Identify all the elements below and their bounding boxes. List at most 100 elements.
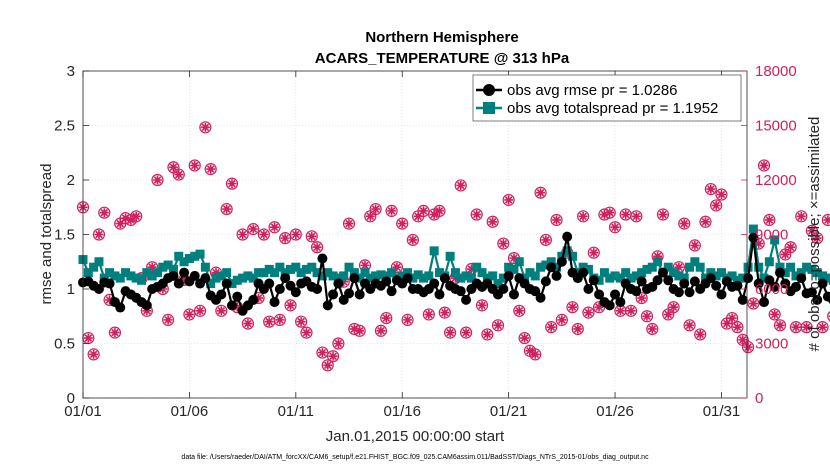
obs-possible-point	[332, 337, 345, 350]
totalspread-point	[488, 271, 498, 281]
rmse-point	[200, 273, 211, 284]
obs-assimilated-point	[333, 339, 343, 348]
obs-assimilated-point	[594, 302, 604, 312]
y-right-tick-label: 15000	[755, 118, 797, 135]
rmse-point	[269, 297, 280, 308]
obs-assimilated-point	[583, 308, 593, 318]
x-axis: 01/01 01/06 01/11 01/16 01/21 01/26 01/31	[64, 71, 740, 420]
rmse-point	[381, 276, 392, 287]
obs-assimilated-point	[424, 309, 434, 319]
totalspread-point	[397, 271, 407, 281]
totalspread-point	[259, 268, 269, 278]
obs-possible-point	[518, 331, 531, 345]
obs-possible-point	[475, 299, 489, 312]
obs-possible-point	[284, 299, 297, 312]
obs-assimilated-point	[642, 311, 652, 321]
totalspread-point	[764, 257, 774, 267]
obs-possible-point	[784, 241, 797, 254]
rmse-point	[610, 289, 621, 300]
totalspread-point	[583, 264, 593, 274]
rmse-point	[439, 273, 450, 284]
totalspread-point	[828, 275, 830, 285]
obs-assimilated-point	[216, 306, 226, 316]
legend: obs avg rmse pr = 1.0286 obs avg totalsp…	[472, 74, 742, 122]
rmse-point	[636, 276, 647, 287]
obs-assimilated-point	[647, 324, 657, 334]
totalspread-point	[339, 271, 349, 281]
obs-possible-point	[444, 326, 457, 339]
rmse-point	[455, 286, 466, 297]
obs-assimilated-point	[94, 230, 104, 239]
rmse-point	[179, 267, 190, 278]
obs-assimilated-point	[301, 328, 311, 338]
obs-possible-point	[220, 202, 233, 216]
obs-assimilated-point	[658, 210, 668, 220]
obs-assimilated-point	[743, 342, 753, 352]
totalspread-point	[408, 273, 418, 283]
totalspread-point	[163, 260, 173, 270]
totalspread-point	[280, 268, 290, 278]
y-right-tick-label: 0	[755, 390, 763, 407]
rmse-point	[743, 273, 754, 284]
totalspread-point	[498, 273, 508, 283]
obs-assimilated-point	[546, 322, 556, 332]
totalspread-point	[716, 268, 726, 278]
rmse-point	[232, 291, 243, 302]
totalspread-point	[823, 273, 830, 283]
obs-possible-point	[555, 313, 568, 326]
totalspread-point	[637, 268, 647, 278]
x-tick-label: 01/21	[490, 403, 528, 420]
totalspread-point	[434, 268, 444, 278]
totalspread-point	[365, 273, 375, 283]
totalspread-point	[509, 264, 519, 274]
obs-assimilated-point	[823, 215, 830, 225]
obs-assimilated-point	[365, 211, 375, 221]
y-axis-left: 0 0.5 1 1.5 2 2.5 3	[54, 63, 89, 407]
rmse-point	[540, 276, 551, 287]
obs-assimilated-point	[360, 260, 370, 270]
obs-possible-point	[571, 322, 584, 336]
y-left-tick-label: 3	[67, 63, 75, 80]
obs-assimilated-point	[429, 210, 439, 220]
rmse-point	[684, 287, 695, 298]
obs-assimilated-point	[307, 231, 317, 241]
totalspread-point	[690, 257, 700, 267]
rmse-point	[274, 284, 285, 294]
obs-possible-point	[289, 228, 302, 241]
totalspread-point	[541, 260, 551, 270]
obs-assimilated-point	[83, 333, 93, 343]
totalspread-point	[264, 264, 274, 274]
obs-possible-point	[534, 186, 547, 199]
obs-possible-point	[608, 221, 622, 234]
totalspread-point	[445, 251, 455, 261]
obs-possible-point	[92, 228, 106, 241]
totalspread-point	[110, 271, 120, 281]
rmse-point	[280, 273, 291, 284]
obs-assimilated-point	[786, 242, 796, 252]
totalspread-point	[482, 273, 492, 283]
obs-possible-point	[417, 204, 430, 217]
rmse-point	[578, 267, 589, 278]
totalspread-point	[376, 270, 386, 280]
rmse-point	[349, 273, 360, 284]
totalspread-point	[147, 271, 157, 281]
totalspread-point	[567, 251, 577, 261]
y-left-tick-label: 1.5	[54, 227, 75, 244]
totalspread-point	[653, 257, 663, 267]
obs-assimilated-point	[89, 349, 99, 359]
obs-assimilated-point	[381, 313, 391, 323]
obs-assimilated-point	[110, 328, 120, 338]
rmse-point	[822, 291, 830, 302]
obs-possible-point	[726, 311, 739, 325]
totalspread-point	[685, 262, 695, 272]
rmse-point	[673, 287, 684, 298]
obs-assimilated-point	[738, 335, 748, 345]
obs-possible-point	[502, 193, 515, 207]
rmse-point	[594, 289, 605, 300]
obs-assimilated-point	[695, 329, 705, 339]
obs-possible-point	[236, 228, 249, 241]
rmse-point	[732, 280, 743, 291]
obs-possible-point	[481, 328, 494, 341]
obs-possible-point	[199, 121, 212, 134]
obs-assimilated-point	[296, 317, 306, 327]
